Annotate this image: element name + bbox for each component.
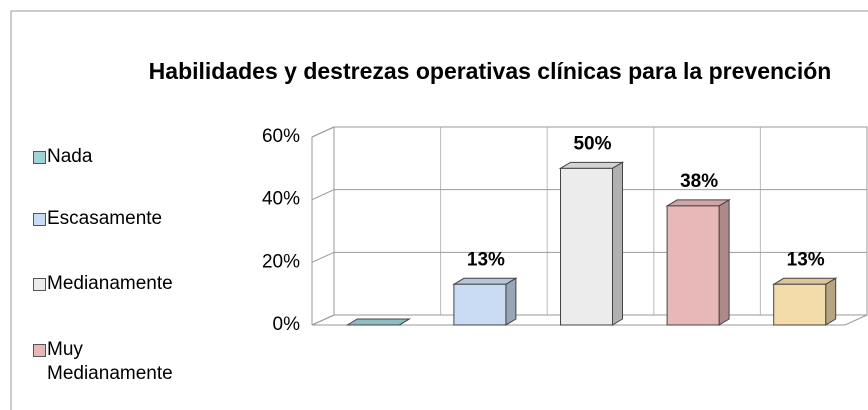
y-tick-label: 60% [262, 126, 300, 147]
bar-front [453, 283, 507, 326]
bar-side [399, 318, 410, 326]
bar-side [505, 277, 517, 326]
legend-item: Muy Medianamente [33, 338, 217, 386]
bar-front [666, 205, 720, 326]
legend-label: Medianamente [47, 273, 173, 294]
chart-title: Habilidades y destrezas operativas clíni… [148, 58, 832, 84]
legend-swatch [33, 278, 46, 291]
bar-side [612, 161, 623, 326]
legend-swatch [33, 213, 46, 226]
y-tick-label: 40% [262, 189, 300, 210]
grid-line [311, 189, 867, 201]
legend-item: Nada [33, 145, 237, 169]
bar [452, 277, 518, 326]
legend-swatch [33, 151, 46, 164]
bar-front [560, 167, 613, 326]
bar-front [773, 283, 827, 326]
frame [10, 10, 868, 410]
bar [771, 277, 838, 326]
value-label: 13% [467, 249, 505, 270]
y-tick-label: 0% [273, 314, 301, 335]
legend-label: Escasamente [47, 208, 163, 229]
side-wall [311, 126, 335, 326]
bar [665, 199, 731, 326]
bar-side [825, 277, 837, 326]
value-label: 50% [573, 133, 611, 154]
grid-line [311, 126, 867, 138]
y-tick-label: 20% [262, 251, 300, 272]
legend-swatch [33, 344, 46, 357]
legend-label: Muy Medianamente [47, 339, 173, 384]
value-label: 38% [680, 171, 718, 192]
bar [345, 318, 412, 326]
legend-item: Medianamente [33, 272, 237, 296]
value-label: 13% [787, 249, 825, 270]
bar-side [718, 199, 730, 326]
bar [558, 161, 625, 326]
legend-label: Nada [47, 146, 93, 167]
legend-item: Escasamente [33, 207, 237, 231]
